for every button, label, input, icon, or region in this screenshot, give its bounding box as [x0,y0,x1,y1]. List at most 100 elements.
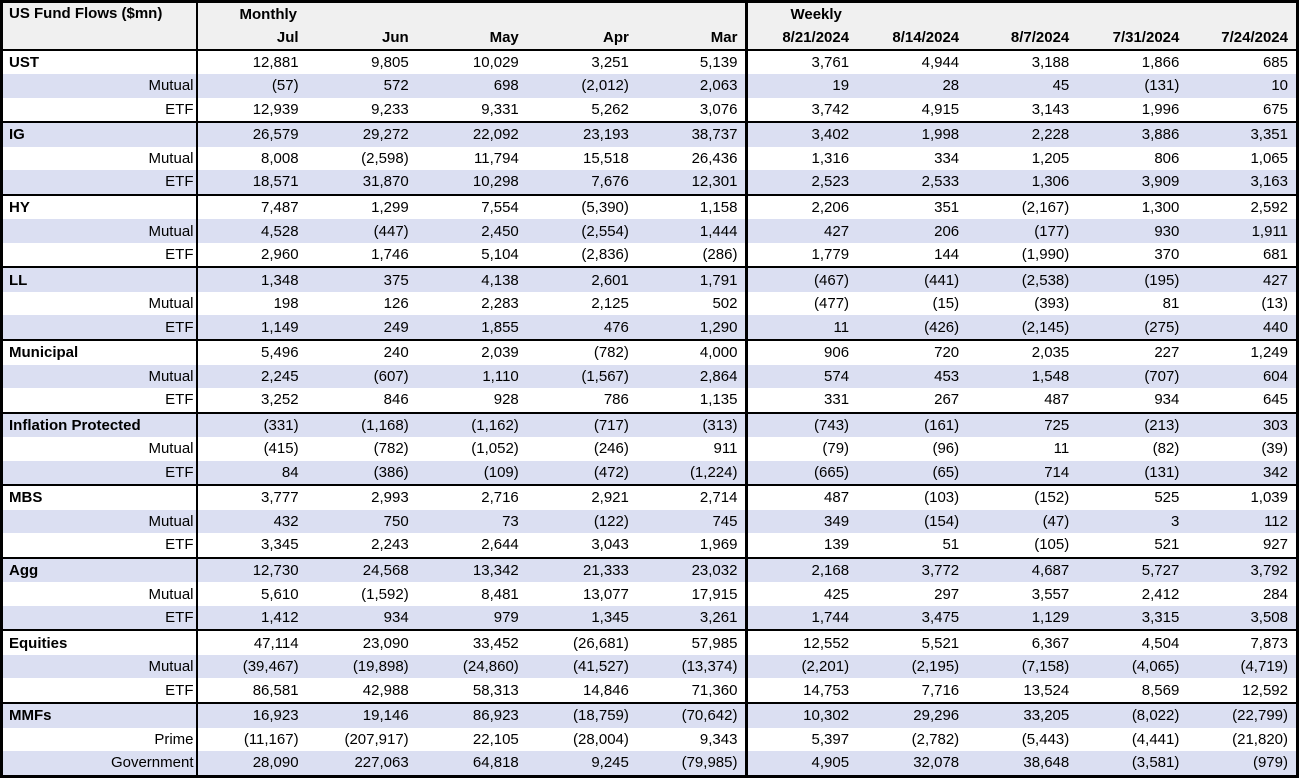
weekly-value-cell: (131) [1077,74,1188,98]
monthly-value-cell: 928 [493,391,519,409]
monthly-value-cell: 2,063 [636,74,749,98]
monthly-value-cell: (782) [526,338,637,365]
monthly-value-cell: (717) [526,411,637,438]
monthly-value-cell: 9,245 [526,750,637,777]
monthly-value-cell: (2,598) [361,149,409,167]
monthly-value-cell: 1,444 [636,219,749,243]
category-label: Agg [1,556,198,583]
monthly-value-cell: 71,360 [636,678,749,703]
weekly-value-cell: 425 [824,585,850,603]
weekly-value-cell: 51 [942,536,960,554]
monthly-value-cell: 2,245 [196,364,307,388]
weekly-value-cell: 3,351 [1187,121,1298,147]
monthly-value-cell: 249 [306,315,417,340]
weekly-value-cell: (2,201) [746,654,858,679]
weekly-value-cell: 3,315 [1077,605,1188,631]
monthly-value-cell: 10,298 [416,170,527,195]
monthly-value-cell: 13,077 [582,585,629,603]
table-row: LL 1,348 375 4,138 2,601 1,791 (467) (441) (2,53… [1,266,1298,292]
weekly-value-cell: (79) [822,440,850,458]
monthly-value-cell: 2,864 [636,364,749,388]
weekly-value-cell: 3,143 [1031,100,1070,118]
weekly-value-cell: 10,302 [746,702,858,728]
weekly-value-cell: 806 [1154,149,1180,167]
monthly-value-cell: 911 [636,437,749,461]
monthly-value-cell: 3,261 [636,605,749,631]
weekly-value-cell: 2,206 [746,193,858,220]
weekly-value-cell: 4,905 [746,750,858,777]
monthly-value-cell: (57) [196,74,307,98]
weekly-value-cell: 284 [1262,585,1288,603]
weekly-value-cell: 927 [1262,536,1288,554]
weekly-value-cell: 297 [934,585,960,603]
sub-row-label: Mutual [1,146,198,171]
category-label: MMFs [1,702,198,728]
weekly-value-cell: (105) [1034,536,1070,554]
monthly-value-cell: 2,714 [636,484,749,510]
weekly-value-cell: (96) [932,440,960,458]
monthly-value-cell: (1,224) [636,460,749,486]
monthly-column-header: Mar [636,25,749,51]
weekly-value-cell: 487 [746,484,858,510]
monthly-value-cell: 4,000 [636,338,749,365]
monthly-value-cell: 846 [383,391,409,409]
monthly-value-cell: (122) [526,509,637,534]
weekly-value-cell: 521 [1154,536,1180,554]
monthly-column-header: Apr [526,25,637,51]
monthly-value-cell: 23,032 [636,556,749,583]
sub-row-label: Mutual [1,437,198,461]
weekly-value-cell: (2,145) [967,315,1078,340]
monthly-value-cell: 29,272 [306,121,417,147]
monthly-value-cell: 11,794 [474,149,519,167]
table-row: ETF 3,345 2,243 2,644 3,043 1,969 139 51 (105) 52… [1,533,1298,558]
page-title: US Fund Flows ($mn) [1,1,198,51]
weekly-value-cell: 3,402 [746,121,858,147]
weekly-value-cell: (47) [967,509,1078,534]
monthly-value-cell: 4,138 [416,266,527,292]
weekly-value-cell: 2,168 [746,556,858,583]
monthly-value-cell: 9,343 [636,727,749,751]
weekly-value-cell: 19 [746,74,858,98]
weekly-value-cell: 720 [857,338,968,365]
monthly-value-cell: (207,917) [344,730,409,748]
monthly-value-cell: 17,915 [636,582,749,606]
monthly-value-cell: 86,581 [252,681,299,699]
weekly-value-cell: 11 [1053,440,1070,458]
sub-row-label: ETF [1,533,198,558]
weekly-value-cell: 604 [1187,364,1298,388]
weekly-value-cell: (707) [1077,364,1188,388]
monthly-value-cell: (109) [416,460,527,486]
monthly-value-cell: 57,985 [636,629,749,655]
weekly-column-header: 8/7/2024 [967,25,1078,51]
weekly-value-cell: (15) [932,295,960,313]
monthly-value-cell: 3,251 [526,48,637,75]
weekly-value-cell: 1,996 [1141,100,1180,118]
weekly-value-cell: 2,228 [967,121,1078,147]
monthly-value-cell: 21,333 [526,556,637,583]
monthly-value-cell: 7,554 [416,193,527,220]
weekly-value-cell: 112 [1187,509,1298,534]
weekly-value-cell: 206 [857,219,968,243]
sub-row-label: ETF [1,97,198,123]
category-label: LL [1,266,198,292]
weekly-value-cell: (441) [857,266,968,292]
weekly-value-cell: (1,990) [1021,246,1070,264]
weekly-value-cell: (103) [857,484,968,510]
monthly-value-cell: (5,390) [526,193,637,220]
sub-row-label: Mutual [1,219,198,243]
monthly-value-cell: 24,568 [306,556,417,583]
sub-row-label: ETF [1,242,198,268]
monthly-value-cell: (607) [306,364,417,388]
monthly-value-cell: 1,348 [196,266,307,292]
monthly-value-cell: 1,412 [196,605,307,631]
monthly-value-cell: 16,923 [196,702,307,728]
monthly-value-cell: 5,104 [481,246,519,264]
monthly-value-cell: 1,299 [306,193,417,220]
monthly-value-cell: 1,345 [526,605,637,631]
table-row: Government 28,090 227,063 64,818 9,245 (79,98… [1,750,1298,777]
monthly-value-cell: 476 [526,315,637,340]
table-row: ETF 3,252 846 928 786 1,135 331 267 487 934 645 [1,387,1298,413]
weekly-value-cell: 2,523 [746,170,858,195]
section-header-row: US Fund Flows ($mn) Monthly Weekly [1,1,1298,51]
